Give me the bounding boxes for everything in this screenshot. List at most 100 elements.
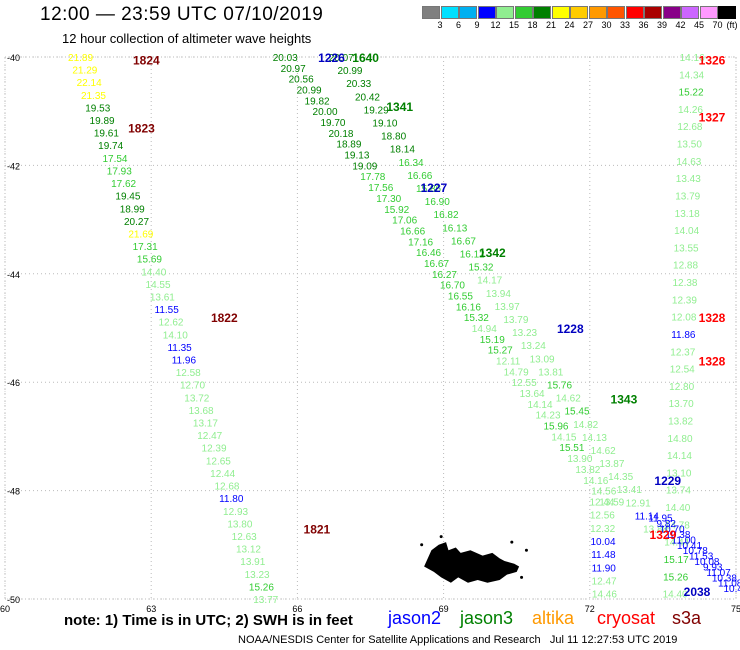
swh-value: 12.88 <box>673 261 698 272</box>
satellite-jason2: jason2 <box>388 608 442 628</box>
swh-value: 10.38 <box>665 530 690 541</box>
swh-value: 12.58 <box>176 368 201 379</box>
lat-tick-label: -44 <box>7 270 20 280</box>
lon-tick-label: 72 <box>585 604 595 614</box>
swh-value: 11.00 <box>672 535 697 546</box>
lat-tick-label: -48 <box>7 487 20 497</box>
swh-value: 12.56 <box>590 511 615 522</box>
swh-value: 21.29 <box>72 66 97 77</box>
swh-value: 14.44 <box>664 538 689 549</box>
islet <box>420 543 424 547</box>
satellite-s3a: s3a <box>672 608 702 628</box>
swh-value: 11.14 <box>635 511 660 522</box>
swh-value: 20.33 <box>346 79 371 90</box>
swh-value: 16.66 <box>407 171 432 182</box>
swh-value: 19.10 <box>372 118 397 129</box>
swh-value: 13.24 <box>521 341 546 352</box>
swh-value: 16.90 <box>425 197 450 208</box>
swh-value: 10.41 <box>677 541 702 552</box>
legend-swatch <box>681 6 699 19</box>
island-shape <box>424 542 520 583</box>
swh-value: 12.80 <box>669 382 694 393</box>
footer-note: note: 1) Time is in UTC; 2) SWH is in fe… <box>64 612 353 629</box>
swh-value: 19.70 <box>320 118 345 129</box>
swh-value: 13.64 <box>520 389 545 400</box>
map-frame <box>4 56 737 600</box>
lon-tick-label: 75 <box>731 604 740 614</box>
swh-value: 18.80 <box>381 132 406 143</box>
swh-value: 13.94 <box>486 289 511 300</box>
legend-swatch-label: 12 <box>490 20 501 30</box>
swh-value: 16.27 <box>432 270 457 281</box>
swh-value: 15.51 <box>559 443 584 454</box>
swh-value: 15.69 <box>137 255 162 266</box>
swh-value: 13.79 <box>675 191 700 202</box>
pass-label: 2038 <box>684 585 711 599</box>
map-subtitle: 12 hour collection of altimeter wave hei… <box>62 31 312 46</box>
swh-value: 13.09 <box>530 354 555 365</box>
swh-value: 14.10 <box>163 330 188 341</box>
swh-value: 21.89 <box>68 53 93 64</box>
swh-value: 19.13 <box>344 151 369 162</box>
swh-value: 20.18 <box>328 129 353 140</box>
swh-value: 9.82 <box>657 519 677 530</box>
swh-value: 12.65 <box>206 456 231 467</box>
swh-value: 12.44 <box>589 497 614 508</box>
legend-swatch <box>477 6 496 19</box>
swh-value: 20.07 <box>329 53 354 64</box>
legend-swatch-label: 21 <box>545 20 556 30</box>
legend-swatch-label: 45 <box>693 20 704 30</box>
swh-value: 13.88 <box>643 525 668 536</box>
swh-value: 14.17 <box>477 276 502 287</box>
swh-value: 16.66 <box>400 226 425 237</box>
pass-label: 1228 <box>557 322 584 336</box>
landmass-kerguelen <box>420 535 528 583</box>
swh-value: 20.99 <box>297 86 322 97</box>
swh-value: 12.68 <box>677 122 702 133</box>
swh-value: 14.40 <box>141 267 166 278</box>
swh-value: 18.89 <box>336 140 361 151</box>
pass-label: 1229 <box>654 474 681 488</box>
swh-value: 14.94 <box>472 324 497 335</box>
legend-swatch-label: 39 <box>656 20 667 30</box>
swh-value: 17.16 <box>408 237 433 248</box>
swh-value: 13.17 <box>193 419 218 430</box>
pass-label: 1823 <box>128 121 155 135</box>
pass-label: 1226 <box>318 51 345 65</box>
legend-swatch <box>551 6 570 19</box>
swh-value: 13.59 <box>599 497 624 508</box>
legend-swatch-label: 70 <box>712 20 723 30</box>
swh-value: 14.14 <box>667 451 692 462</box>
swh-value: 14.23 <box>536 411 561 422</box>
swh-value: 17.06 <box>392 216 417 227</box>
swh-value: 16.12 <box>460 249 485 260</box>
swh-value: 17.31 <box>133 242 158 253</box>
swh-value: 17.62 <box>111 179 136 190</box>
swh-value: 17.93 <box>107 166 132 177</box>
swh-value: 19.53 <box>85 103 110 114</box>
swh-value: 12.93 <box>223 507 248 518</box>
islet <box>439 535 443 539</box>
swh-value: 20.99 <box>337 66 362 77</box>
swh-value: 15.26 <box>663 572 688 583</box>
legend-swatch <box>662 6 681 19</box>
swh-value: 10.47 <box>723 584 740 595</box>
swh-value: 11.96 <box>172 356 197 367</box>
swh-value: 13.91 <box>240 557 265 568</box>
swh-value: 21.35 <box>81 91 106 102</box>
swh-value: 14.46 <box>592 590 617 601</box>
map-title: 12:00 — 23:59 UTC 07/10/2019 <box>40 4 324 25</box>
islet <box>520 575 524 579</box>
swh-value: 13.10 <box>666 468 691 479</box>
swh-value: 21.69 <box>128 229 153 240</box>
swh-value: 20.42 <box>355 92 380 103</box>
swh-value: 17.78 <box>360 172 385 183</box>
legend-swatch <box>496 6 514 19</box>
legend-swatch <box>625 6 644 19</box>
swh-value: 12.55 <box>512 378 537 389</box>
legend-unit: (ft) <box>726 20 738 30</box>
swh-value: 10.08 <box>694 557 719 568</box>
legend-swatch-label: 36 <box>638 20 649 30</box>
